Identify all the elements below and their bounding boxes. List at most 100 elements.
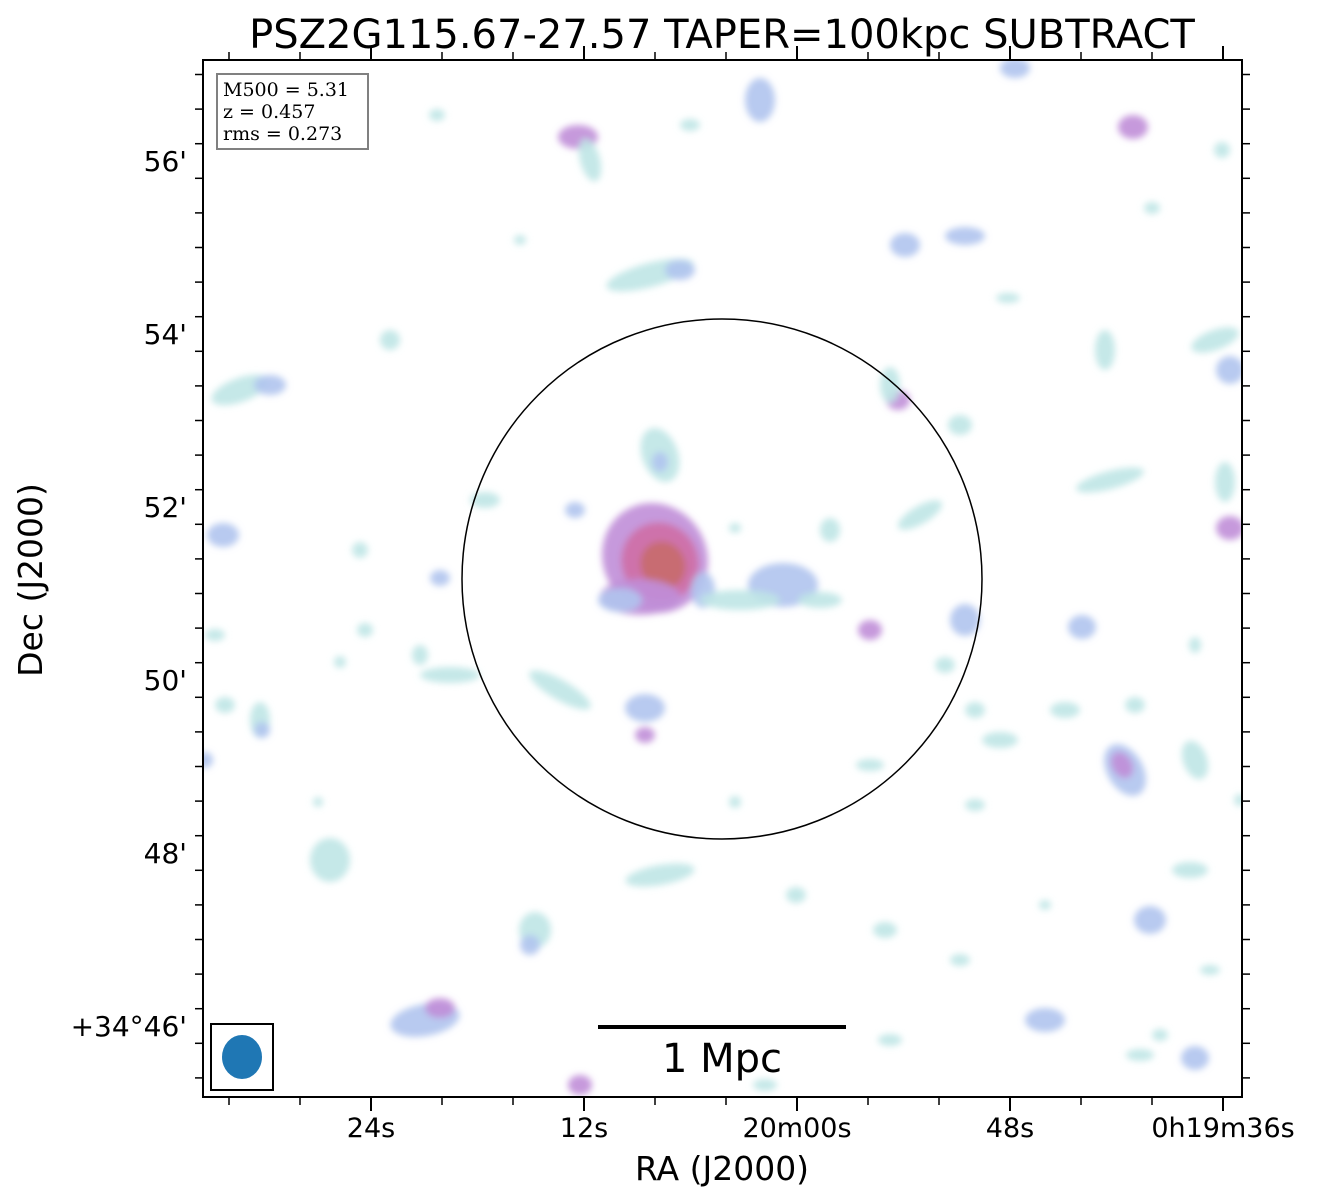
emission-blob (897, 500, 943, 530)
y-tick-label: 48' (144, 837, 187, 870)
x-tick-label: 20m00s (742, 1113, 851, 1144)
emission-blob (568, 1075, 592, 1095)
emission-blob (1068, 615, 1096, 639)
emission-blob (700, 590, 780, 610)
emission-blob (520, 935, 540, 955)
emission-blob (1118, 115, 1148, 139)
emission-blob (935, 657, 955, 673)
emission-blob (635, 727, 655, 743)
scalebar: 1 Mpc (598, 1025, 846, 1082)
emission-blob (948, 415, 972, 435)
emission-blob (1125, 697, 1145, 713)
y-tick-label: 54' (144, 318, 187, 351)
emission-blob (745, 78, 775, 122)
emission-blob (1025, 1008, 1065, 1032)
emission-blob (873, 922, 897, 938)
r500-circle (461, 318, 983, 840)
emission-blob (412, 645, 428, 665)
axis-ticks (195, 46, 1250, 1111)
emission-blob (352, 542, 368, 558)
emission-blob (965, 702, 985, 718)
emission-blob (430, 570, 450, 586)
emission-blob (820, 518, 840, 542)
emission-blob (514, 235, 526, 245)
emission-blob (357, 623, 373, 637)
emission-blob (1050, 702, 1080, 718)
y-axis-label: Dec (J2000) (11, 483, 50, 677)
emission-blob (598, 588, 642, 612)
emission-blob (1076, 467, 1144, 493)
emission-blob (254, 722, 270, 738)
emission-blob (965, 799, 985, 811)
emission-blob (205, 629, 225, 641)
emission-blob (1095, 330, 1115, 370)
emission-blob (429, 109, 445, 121)
emission-blob (786, 887, 806, 903)
emission-blob (254, 375, 286, 395)
emission-blob (950, 954, 970, 966)
emission-blob (1172, 862, 1208, 878)
emission-blob (652, 452, 668, 472)
y-tick-label: 52' (144, 491, 187, 524)
emission-blob (753, 1079, 777, 1091)
emission-blob (578, 138, 602, 182)
emission-blob (1000, 60, 1030, 78)
y-tick-label: +34°46' (71, 1010, 187, 1043)
emission-blob (729, 796, 741, 808)
emission-blob (313, 797, 323, 807)
emission-blob (1215, 462, 1235, 502)
beam-indicator (210, 1023, 274, 1091)
emission-blob (625, 694, 665, 722)
emission-blob (565, 502, 585, 518)
y-tick-label: 56' (144, 145, 187, 178)
scalebar-label: 1 Mpc (662, 1036, 782, 1082)
y-tick-labels: 56' 54' 52' 50' 48' +34°46' (71, 145, 187, 1043)
emission-blob (1234, 794, 1242, 806)
emission-blob (1181, 740, 1209, 780)
x-tick-label: 0h19m36s (1151, 1113, 1294, 1144)
plot-frame (202, 59, 1243, 1098)
chart-title: PSZ2G115.67-27.57 TAPER=100kpc SUBTRACT (249, 12, 1195, 58)
emission-blob (420, 667, 480, 683)
emission-blob (380, 330, 400, 350)
emission-blob (1181, 1046, 1209, 1070)
emission-blob (856, 759, 884, 771)
emission-blob (310, 838, 350, 882)
emission-blob (1039, 900, 1051, 910)
emission-blob (215, 697, 235, 713)
info-rms: rms = 0.273 (223, 123, 342, 145)
emission-blob (1191, 327, 1239, 353)
emission-blob (470, 492, 500, 508)
emission-blob (878, 1034, 902, 1046)
radio-emission-map (203, 60, 1242, 1095)
emission-blob (1126, 1049, 1154, 1061)
emission-blob (529, 670, 591, 710)
emission-blob (207, 523, 239, 547)
emission-blob (890, 233, 920, 257)
x-tick-label: 12s (560, 1113, 608, 1144)
emission-blob (334, 656, 346, 668)
emission-blob (640, 541, 686, 589)
x-tick-labels: 24s 12s 20m00s 48s 0h19m36s (347, 1113, 1295, 1144)
emission-blob (729, 523, 741, 533)
info-mass: M500 = 5.31 (223, 79, 349, 101)
emission-blob (880, 367, 900, 403)
emission-blob (625, 863, 695, 887)
emission-blob (1214, 142, 1230, 158)
emission-blob (1216, 516, 1242, 540)
x-tick-label: 48s (986, 1113, 1034, 1144)
beam-ellipse (222, 1035, 262, 1079)
y-tick-label: 50' (144, 664, 187, 697)
emission-blob (982, 732, 1018, 748)
emission-blob (798, 592, 842, 608)
emission-blob (425, 998, 455, 1018)
emission-blob (680, 119, 700, 131)
emission-blob (211, 374, 269, 406)
emission-blob (996, 293, 1020, 303)
emission-blob (1134, 906, 1166, 934)
info-box: M500 = 5.31 z = 0.457 rms = 0.273 (216, 73, 369, 150)
emission-blob (1152, 1029, 1168, 1041)
emission-blob (950, 604, 980, 636)
emission-blob (203, 752, 213, 768)
